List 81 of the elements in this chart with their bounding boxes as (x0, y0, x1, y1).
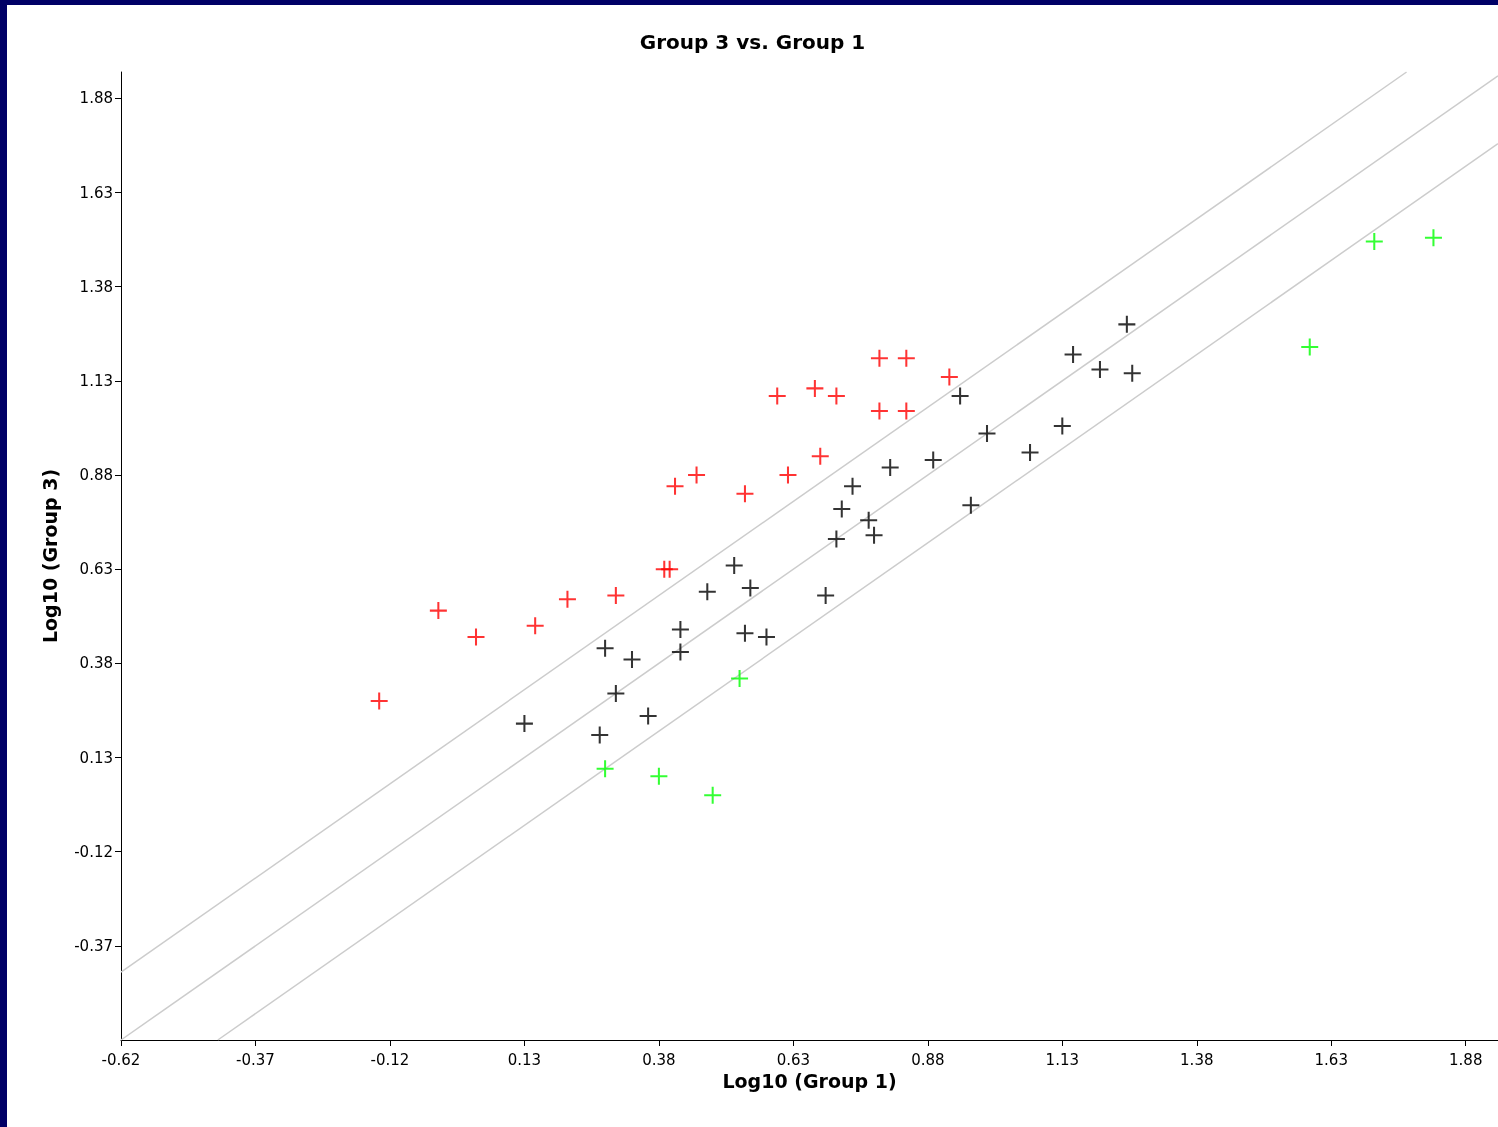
point (731, 669, 749, 687)
y-tick-label: 0.13 (79, 748, 113, 767)
point (897, 402, 915, 420)
x-tick-label: 0.38 (642, 1050, 676, 1069)
y-tick-label: 0.88 (79, 466, 113, 485)
point (741, 579, 759, 597)
point (865, 526, 883, 544)
y-tick-label: 1.38 (79, 277, 113, 296)
point (1424, 229, 1442, 247)
x-tick-label: 1.38 (1180, 1050, 1214, 1069)
x-tick-label: 1.63 (1314, 1050, 1348, 1069)
point (844, 477, 862, 495)
point (666, 477, 684, 495)
x-tick-label: 0.88 (911, 1050, 945, 1069)
point (1064, 345, 1082, 363)
point (881, 458, 899, 476)
point (725, 556, 743, 574)
point (688, 466, 706, 484)
point (591, 726, 609, 744)
point (639, 707, 657, 725)
x-tick-label: -0.37 (236, 1050, 275, 1069)
y-tick-label: 1.13 (79, 371, 113, 390)
point (811, 447, 829, 465)
point (940, 368, 958, 386)
chart-title: Group 3 vs. Group 1 (639, 30, 866, 54)
point (704, 786, 722, 804)
point (429, 602, 447, 620)
point (951, 387, 969, 405)
point (558, 590, 576, 608)
y-tick-label: 1.88 (79, 89, 113, 108)
point (467, 628, 485, 646)
x-tick-label: 1.13 (1045, 1050, 1080, 1069)
point (661, 560, 679, 578)
x-axis-title: Log10 (Group 1) (722, 1070, 897, 1093)
point (736, 624, 754, 642)
point (526, 617, 544, 635)
point (596, 639, 614, 657)
point (1091, 361, 1109, 379)
point (1301, 338, 1319, 356)
point (827, 387, 845, 405)
point (607, 587, 625, 605)
point (671, 620, 689, 638)
point (671, 643, 689, 661)
x-tick-label: -0.62 (101, 1050, 141, 1069)
x-tick-label: -0.12 (370, 1050, 410, 1069)
point (870, 402, 888, 420)
point (370, 692, 388, 710)
point (827, 530, 845, 548)
point (1365, 232, 1383, 250)
point (1053, 417, 1071, 435)
x-tick-label: 0.63 (776, 1050, 811, 1069)
point (806, 379, 824, 397)
point (1118, 315, 1136, 333)
point (623, 651, 641, 669)
point (870, 349, 888, 367)
point (757, 628, 775, 646)
point (607, 684, 625, 702)
point (650, 767, 668, 785)
y-axis-title: Log10 (Group 3) (38, 468, 61, 644)
y-tick-label: -0.37 (74, 936, 113, 955)
point (698, 583, 716, 601)
point (596, 760, 614, 778)
point (860, 511, 878, 529)
point (1021, 443, 1039, 461)
point (962, 496, 980, 514)
point (779, 466, 797, 484)
y-tick-label: 1.63 (79, 183, 113, 202)
y-tick-label: 0.63 (79, 560, 113, 579)
point (515, 715, 533, 733)
point (833, 500, 851, 518)
y-tick-label: -0.12 (74, 842, 113, 861)
point (897, 349, 915, 367)
x-tick-label: 1.88 (1449, 1050, 1483, 1069)
point (768, 387, 786, 405)
point (736, 485, 754, 503)
y-tick-label: 0.38 (79, 654, 113, 673)
x-tick-label: 0.13 (507, 1050, 542, 1069)
point (978, 425, 996, 443)
point (1123, 364, 1141, 382)
point (924, 451, 942, 469)
point (817, 587, 835, 605)
